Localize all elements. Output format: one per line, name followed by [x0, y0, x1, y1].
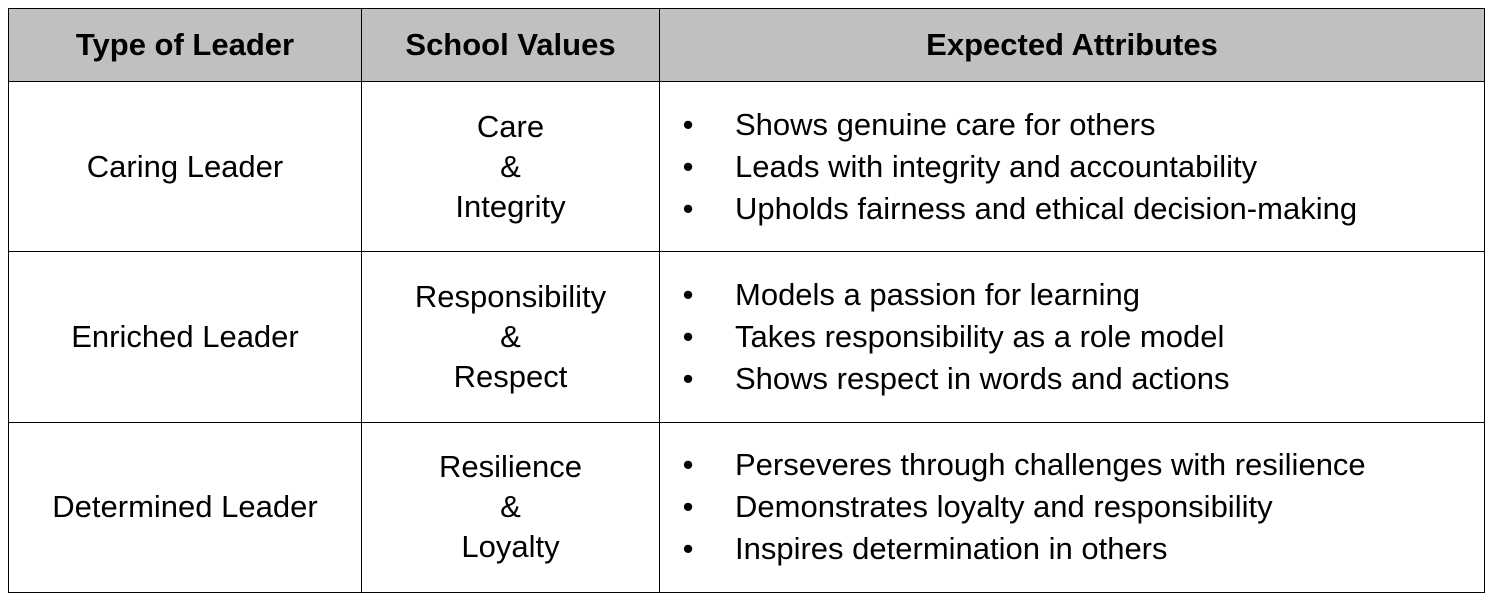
- value-line: Resilience: [438, 449, 582, 485]
- attribute-text: Shows genuine care for others: [735, 106, 1156, 142]
- attribute-item: • Shows respect in words and actions: [678, 358, 1484, 400]
- attribute-text: Takes responsibility as a role model: [735, 318, 1225, 354]
- value-line: Responsibility: [414, 278, 607, 314]
- header-expected-attributes: Expected Attributes: [659, 8, 1485, 82]
- header-school-values: School Values: [361, 8, 660, 82]
- attribute-text: Upholds fairness and ethical decision-ma…: [735, 190, 1358, 226]
- attributes-cell: • Shows genuine care for others • Leads wi…: [659, 80, 1485, 253]
- school-values-cell: Care & Integrity: [361, 80, 660, 253]
- bullet-icon: •: [682, 190, 694, 226]
- bullet-icon: •: [682, 360, 694, 396]
- leader-type-cell: Caring Leader: [8, 80, 362, 253]
- value-line: Loyalty: [461, 529, 560, 565]
- value-line: Respect: [453, 358, 568, 394]
- attribute-item: • Upholds fairness and ethical decision-m…: [678, 188, 1484, 230]
- attributes-list: • Perseveres through challenges with resi…: [660, 444, 1484, 570]
- attributes-list: • Models a passion for learning • Takes re…: [660, 274, 1484, 400]
- attribute-text: Leads with integrity and accountability: [735, 148, 1258, 184]
- attribute-item: • Shows genuine care for others: [678, 104, 1484, 146]
- school-values-cell: Responsibility & Respect: [361, 251, 660, 423]
- bullet-icon: •: [682, 106, 694, 142]
- attributes-cell: • Perseveres through challenges with resi…: [659, 421, 1485, 594]
- bullet-icon: •: [682, 276, 694, 312]
- bullet-icon: •: [682, 447, 694, 483]
- table-row: Enriched Leader Responsibility & Respect…: [8, 251, 1485, 423]
- value-ampersand: &: [500, 318, 521, 354]
- bullet-icon: •: [682, 531, 694, 567]
- attribute-item: • Demonstrates loyalty and responsibility: [678, 486, 1484, 528]
- attribute-text: Inspires determination in others: [735, 531, 1168, 567]
- attribute-text: Shows respect in words and actions: [735, 360, 1230, 396]
- value-ampersand: &: [500, 489, 521, 525]
- attribute-item: • Inspires determination in others: [678, 528, 1484, 570]
- attribute-item: • Models a passion for learning: [678, 274, 1484, 316]
- attribute-text: Models a passion for learning: [735, 276, 1140, 312]
- bullet-icon: •: [682, 148, 694, 184]
- leader-attributes-table: Type of Leader School Values Expected At…: [8, 8, 1485, 594]
- leader-type-cell: Determined Leader: [8, 421, 362, 594]
- value-ampersand: &: [500, 148, 521, 184]
- header-row: Type of Leader School Values Expected At…: [8, 8, 1485, 82]
- table-row: Caring Leader Care & Integrity • Shows ge…: [8, 80, 1485, 253]
- bullet-icon: •: [682, 489, 694, 525]
- leader-type-cell: Enriched Leader: [8, 251, 362, 423]
- attribute-item: • Leads with integrity and accountability: [678, 146, 1484, 188]
- attribute-text: Demonstrates loyalty and responsibility: [735, 489, 1273, 525]
- attribute-item: • Takes responsibility as a role model: [678, 316, 1484, 358]
- attribute-item: • Perseveres through challenges with resi…: [678, 444, 1484, 486]
- table-row: Determined Leader Resilience & Loyalty •…: [8, 421, 1485, 594]
- value-line: Care: [476, 108, 545, 144]
- school-values-cell: Resilience & Loyalty: [361, 421, 660, 594]
- value-line: Integrity: [455, 188, 566, 224]
- attributes-list: • Shows genuine care for others • Leads wi…: [660, 104, 1484, 230]
- attribute-text: Perseveres through challenges with resil…: [735, 447, 1366, 483]
- attributes-cell: • Models a passion for learning • Takes re…: [659, 251, 1485, 423]
- header-type-of-leader: Type of Leader: [8, 8, 362, 82]
- bullet-icon: •: [682, 318, 694, 354]
